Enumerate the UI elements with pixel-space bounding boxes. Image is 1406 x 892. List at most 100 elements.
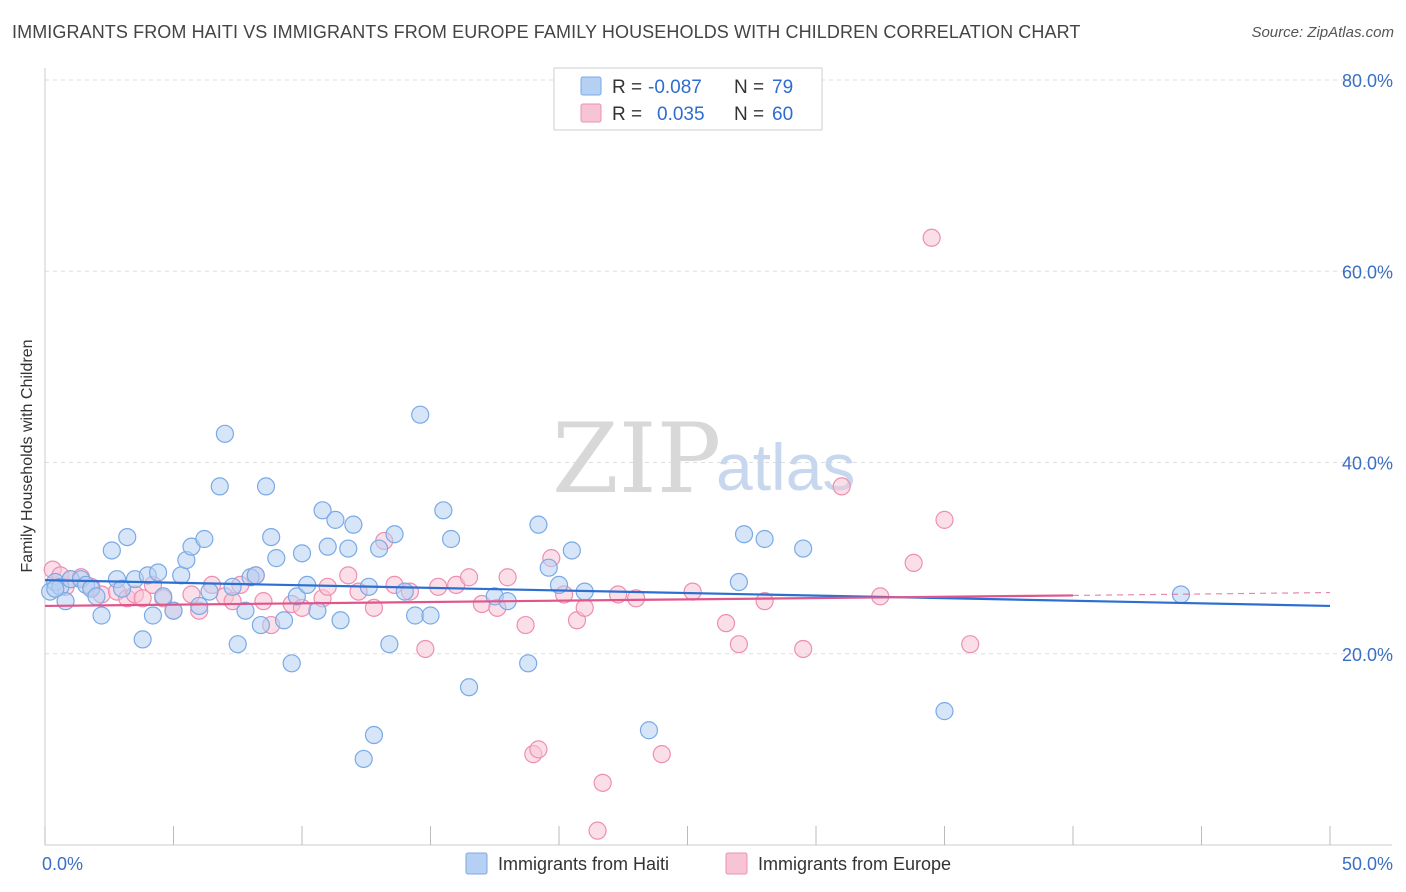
europe-point (755, 592, 774, 611)
haiti-point (223, 577, 242, 596)
trend-lines (44, 579, 1331, 608)
haiti-point (639, 721, 659, 740)
legend-n-label-europe: N = (734, 104, 764, 125)
haiti-point (215, 424, 234, 443)
y-tick-labels: 20.0% 40.0% 60.0% 80.0% (1342, 71, 1393, 665)
europe-point (794, 639, 813, 659)
europe-point (588, 821, 607, 840)
haiti-point (441, 529, 461, 549)
bottom-legend-label-europe: Immigrants from Europe (758, 854, 951, 874)
europe-point (254, 592, 273, 611)
haiti-point (308, 601, 327, 620)
haiti-point (274, 611, 294, 630)
haiti-point (287, 587, 306, 606)
europe-point (961, 635, 980, 654)
x-tick-labels: 0.0% 50.0% (42, 854, 1393, 874)
europe-point (516, 615, 535, 635)
haiti-point (326, 510, 345, 529)
legend-r-value-haiti: -0.087 (648, 77, 702, 98)
haiti-point (364, 725, 384, 745)
europe-trend-line (44, 594, 1074, 608)
haiti-point (549, 575, 569, 595)
x-tick-label: 0.0% (42, 854, 83, 874)
haiti-point (395, 582, 414, 601)
haiti-point (421, 606, 440, 625)
series-legend: Immigrants from Haiti Immigrants from Eu… (465, 852, 951, 875)
haiti-point (246, 566, 265, 585)
europe-point (133, 589, 152, 608)
haiti-point (339, 539, 358, 558)
y-tick-label: 40.0% (1342, 454, 1393, 474)
haiti-point (344, 515, 363, 534)
haiti-point (236, 601, 255, 620)
grid-lines (45, 79, 1392, 655)
haiti-point (734, 525, 754, 544)
europe-trend-extension (1072, 591, 1331, 597)
legend-r-label-haiti: R = (612, 77, 642, 98)
europe-point (416, 639, 435, 659)
haiti-point (405, 606, 425, 625)
haiti-point (434, 501, 453, 520)
haiti-point (172, 566, 191, 585)
europe-point (716, 614, 736, 633)
watermark: ZIP atlas (552, 403, 855, 515)
haiti-point (935, 702, 954, 721)
haiti-point (190, 596, 209, 616)
haiti-point (385, 525, 404, 544)
europe-point (683, 582, 702, 601)
haiti-trend-line (44, 579, 1331, 608)
haiti-point (539, 558, 558, 577)
haiti-point (794, 539, 813, 558)
haiti-point (313, 501, 332, 520)
haiti-point (102, 541, 121, 560)
haiti-point (318, 537, 337, 556)
haiti-point (562, 541, 581, 560)
haiti-point (210, 477, 229, 496)
legend-swatch-haiti (580, 76, 602, 96)
haiti-point (729, 572, 749, 592)
haiti-point (118, 527, 137, 547)
haiti-point (256, 477, 276, 496)
legend-swatch-europe (580, 103, 602, 123)
series-haiti-points (41, 405, 1191, 769)
haiti-point (143, 606, 163, 625)
haiti-point (87, 587, 106, 606)
haiti-point (195, 529, 214, 549)
series-europe-points (43, 228, 980, 840)
haiti-point (519, 654, 538, 673)
haiti-point (459, 678, 479, 697)
haiti-point (755, 529, 774, 549)
haiti-point (251, 615, 270, 635)
haiti-point (354, 749, 373, 769)
haiti-point (267, 549, 286, 568)
europe-point (593, 773, 612, 792)
haiti-point (529, 515, 548, 534)
europe-point (652, 745, 671, 764)
bottom-legend-swatch-europe (725, 852, 748, 875)
haiti-point (148, 563, 168, 582)
haiti-point (370, 539, 389, 558)
y-tick-label: 20.0% (1342, 645, 1393, 665)
europe-point (729, 635, 749, 654)
haiti-point (92, 606, 111, 625)
legend-n-value-haiti: 79 (772, 77, 793, 98)
legend-n-label-haiti: N = (734, 77, 764, 98)
haiti-point (46, 579, 65, 598)
haiti-point (331, 611, 350, 630)
haiti-point (411, 405, 430, 424)
haiti-point (164, 601, 183, 620)
y-tick-label: 80.0% (1342, 71, 1393, 91)
europe-point (498, 568, 517, 587)
haiti-point (112, 579, 132, 598)
europe-point (339, 566, 358, 585)
haiti-point (154, 587, 173, 606)
haiti-point (262, 527, 281, 547)
axes (44, 68, 1392, 846)
source-label: Source: ZipAtlas.com (1251, 24, 1394, 41)
legend-n-value-europe: 60 (772, 104, 793, 125)
bottom-legend-swatch-haiti (465, 852, 488, 875)
europe-point (922, 228, 941, 247)
europe-point (626, 589, 646, 608)
chart-title: IMMIGRANTS FROM HAITI VS IMMIGRANTS FROM… (12, 22, 1081, 42)
